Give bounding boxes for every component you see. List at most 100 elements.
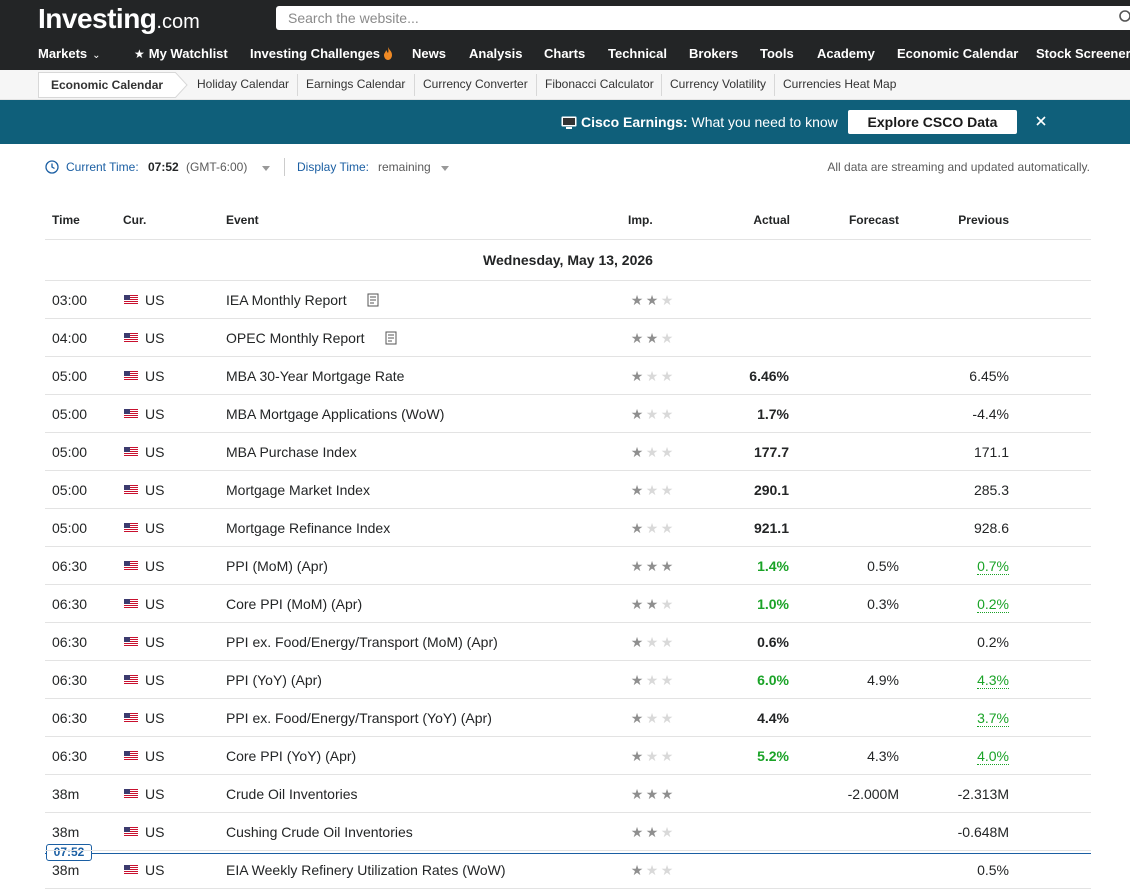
nav-investing-challenges[interactable]: Investing Challenges <box>250 44 393 64</box>
subnav-earnings-calendar[interactable]: Earnings Calendar <box>306 77 406 91</box>
table-header: Time Cur. Event Imp. Actual Forecast Pre… <box>45 202 1091 240</box>
table-row[interactable]: 38m US Cushing Crude Oil Inventories ★ ★ ★ -0.… <box>45 813 1091 851</box>
table-row[interactable]: 03:00 US IEA Monthly Report ★ ★ ★ <box>45 281 1091 319</box>
banner-title: Cisco Earnings: <box>581 114 688 130</box>
nav-my-watchlist[interactable]: ★ My Watchlist <box>134 44 228 64</box>
event-name[interactable]: Core PPI (YoY) (Apr) <box>226 748 356 764</box>
timezone-selector[interactable]: (GMT-6:00) <box>186 160 248 174</box>
event-time: 06:30 <box>52 748 88 764</box>
previous-value[interactable]: 4.3% <box>977 672 1009 689</box>
event-time: 05:00 <box>52 482 88 498</box>
currency-code: US <box>145 520 165 536</box>
table-row[interactable]: 05:00 US Mortgage Market Index ★ ★ ★ 290.1 285.… <box>45 471 1091 509</box>
previous-value[interactable]: 0.2% <box>977 596 1009 613</box>
currency-code: US <box>145 292 165 308</box>
event-name[interactable]: Mortgage Market Index <box>226 482 370 498</box>
table-row[interactable]: 06:30 US Core PPI (MoM) (Apr) ★ ★ ★ 1.0% 0.3% 0.… <box>45 585 1091 623</box>
nav-academy[interactable]: Academy <box>817 46 875 61</box>
table-row[interactable]: 05:00 US MBA Purchase Index ★ ★ ★ 177.7 171.1 <box>45 433 1091 471</box>
event-name-text: MBA Purchase Index <box>226 444 357 460</box>
display-time-label: Display Time: <box>297 160 370 174</box>
active-tab-arrow <box>175 72 188 98</box>
subnav-holiday-calendar[interactable]: Holiday Calendar <box>197 77 290 91</box>
display-time-selector[interactable]: remaining <box>378 160 431 174</box>
star-icon: ★ <box>661 825 674 839</box>
star-icon: ★ <box>646 597 659 611</box>
nav-economic-calendar[interactable]: Economic Calendar <box>897 46 1019 61</box>
time-status-bar: Current Time: 07:52 (GMT-6:00) Display T… <box>0 156 1130 180</box>
importance-stars: ★ ★ ★ <box>631 597 674 611</box>
star-icon: ★ <box>661 369 674 383</box>
event-name[interactable]: OPEC Monthly Report <box>226 330 397 346</box>
event-name[interactable]: Cushing Crude Oil Inventories <box>226 824 413 840</box>
document-icon[interactable] <box>385 331 397 345</box>
table-row[interactable]: 06:30 US PPI ex. Food/Energy/Transport (Yo… <box>45 699 1091 737</box>
event-name[interactable]: PPI (YoY) (Apr) <box>226 672 322 688</box>
event-name[interactable]: Crude Oil Inventories <box>226 786 358 802</box>
event-name[interactable]: MBA Purchase Index <box>226 444 357 460</box>
subnav-currencies-heat-map[interactable]: Currencies Heat Map <box>783 77 897 91</box>
nav-tools[interactable]: Tools <box>760 46 794 61</box>
event-name[interactable]: Mortgage Refinance Index <box>226 520 390 536</box>
table-row[interactable]: 05:00 US MBA 30-Year Mortgage Rate ★ ★ ★ 6.46%… <box>45 357 1091 395</box>
star-icon: ★ <box>631 673 644 687</box>
subnav-currency-converter[interactable]: Currency Converter <box>423 77 528 91</box>
nav-markets[interactable]: Markets ⌄ <box>38 44 101 66</box>
event-name[interactable]: IEA Monthly Report <box>226 292 379 308</box>
document-icon[interactable] <box>367 293 379 307</box>
search-box[interactable] <box>276 6 1130 30</box>
event-name[interactable]: PPI ex. Food/Energy/Transport (YoY) (Apr… <box>226 710 492 726</box>
currency-code: US <box>145 748 165 764</box>
forecast-value: 0.3% <box>867 596 899 612</box>
close-icon[interactable] <box>1034 114 1048 128</box>
event-name-text: OPEC Monthly Report <box>226 330 365 346</box>
forecast-value: 0.5% <box>867 558 899 574</box>
event-name[interactable]: MBA 30-Year Mortgage Rate <box>226 368 404 384</box>
previous-value[interactable]: 0.7% <box>977 558 1009 575</box>
table-row[interactable]: 06:30 US PPI (YoY) (Apr) ★ ★ ★ 6.0% 4.9% 4.3% <box>45 661 1091 699</box>
nav-brokers[interactable]: Brokers <box>689 46 739 61</box>
star-icon: ★ <box>661 445 674 459</box>
search-icon[interactable] <box>1116 9 1130 25</box>
event-name-text: Mortgage Market Index <box>226 482 370 498</box>
nav-technical[interactable]: Technical <box>608 46 668 61</box>
previous-value[interactable]: 4.0% <box>977 748 1009 765</box>
chevron-down-icon[interactable] <box>262 166 270 171</box>
banner-subtext: What you need to know <box>687 114 838 130</box>
star-icon: ★ <box>646 825 659 839</box>
event-time: 04:00 <box>52 330 88 346</box>
explore-csco-button[interactable]: Explore CSCO Data <box>848 110 1017 134</box>
table-row[interactable]: 06:30 US PPI (MoM) (Apr) ★ ★ ★ 1.4% 0.5% 0.7% <box>45 547 1091 585</box>
nav-stock-screener[interactable]: Stock Screener <box>1036 46 1130 61</box>
event-name[interactable]: EIA Weekly Refinery Utilization Rates (W… <box>226 862 506 878</box>
subnav-currency-volatility[interactable]: Currency Volatility <box>670 77 767 91</box>
nav-news[interactable]: News <box>412 46 446 61</box>
currency-code: US <box>145 482 165 498</box>
subnav-divider <box>774 74 775 96</box>
event-name[interactable]: PPI ex. Food/Energy/Transport (MoM) (Apr… <box>226 634 498 650</box>
event-name[interactable]: Core PPI (MoM) (Apr) <box>226 596 362 612</box>
table-row[interactable]: 38m US EIA Weekly Refinery Utilization Rat… <box>45 851 1091 889</box>
event-name[interactable]: MBA Mortgage Applications (WoW) <box>226 406 444 422</box>
nav-analysis[interactable]: Analysis <box>469 46 523 61</box>
monitor-icon <box>561 116 577 129</box>
previous-value: -4.4% <box>972 406 1009 422</box>
subnav-fibonacci-calculator[interactable]: Fibonacci Calculator <box>545 77 654 91</box>
chevron-down-icon[interactable] <box>441 166 449 171</box>
event-time: 03:00 <box>52 292 88 308</box>
investing-logo[interactable]: Investing.com <box>38 3 200 35</box>
table-row[interactable]: 38m US Crude Oil Inventories ★ ★ ★ -2.000M -2.3… <box>45 775 1091 813</box>
event-name-text: PPI ex. Food/Energy/Transport (MoM) (Apr… <box>226 634 498 650</box>
table-row[interactable]: 05:00 US Mortgage Refinance Index ★ ★ ★ 921.1 9… <box>45 509 1091 547</box>
subnav-economic-calendar[interactable]: Economic Calendar <box>38 72 176 98</box>
event-name[interactable]: PPI (MoM) (Apr) <box>226 558 328 574</box>
previous-value[interactable]: 3.7% <box>977 710 1009 727</box>
search-input[interactable] <box>276 6 1130 30</box>
currency-code: US <box>145 672 165 688</box>
nav-charts[interactable]: Charts <box>544 46 586 61</box>
table-row[interactable]: 04:00 US OPEC Monthly Report ★ ★ ★ <box>45 319 1091 357</box>
table-row[interactable]: 06:30 US PPI ex. Food/Energy/Transport (Mo… <box>45 623 1091 661</box>
actual-value: 1.0% <box>757 596 789 612</box>
table-row[interactable]: 05:00 US MBA Mortgage Applications (WoW) ★ ★… <box>45 395 1091 433</box>
table-row[interactable]: 06:30 US Core PPI (YoY) (Apr) ★ ★ ★ 5.2% 4.3% 4.… <box>45 737 1091 775</box>
